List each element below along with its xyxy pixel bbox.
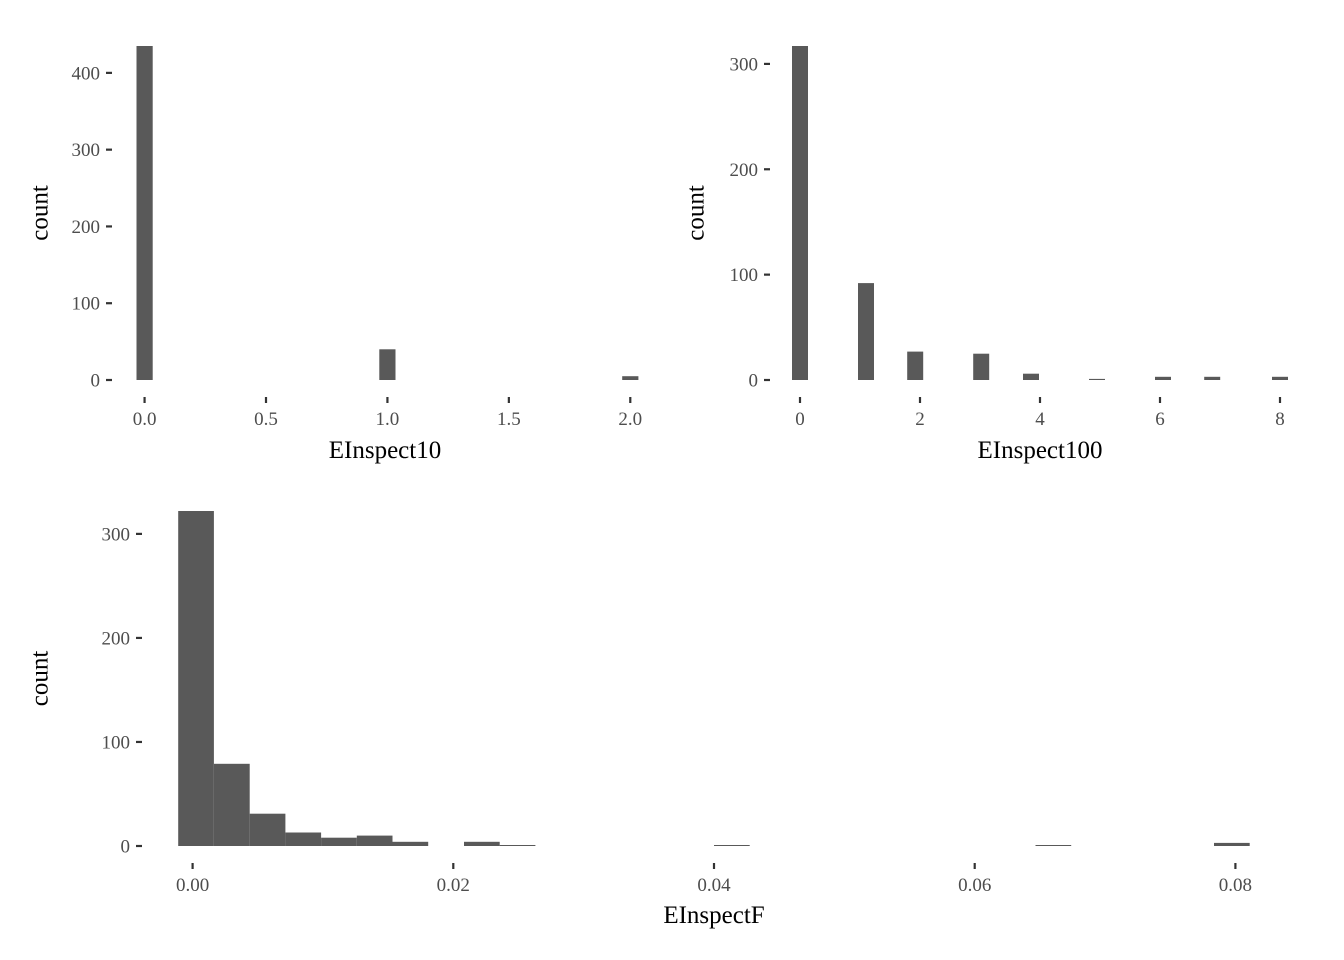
x-axis-title: EInspectF (663, 902, 764, 929)
y-tick-label: 200 (102, 628, 131, 649)
y-tick-label: 100 (730, 265, 759, 286)
y-tick-label: 200 (730, 160, 759, 181)
x-tick-label: 0.00 (176, 875, 209, 896)
histogram-bar (214, 763, 250, 846)
x-axis-title: EInspect100 (978, 437, 1103, 464)
x-tick-label: 1.5 (497, 409, 521, 430)
histogram-bar (356, 835, 393, 846)
histogram-bar (321, 837, 357, 846)
y-axis-title: count (27, 185, 54, 241)
x-tick-label: 0.08 (1219, 875, 1252, 896)
histogram-bar (1272, 376, 1288, 380)
x-tick-label: 0.02 (437, 875, 470, 896)
y-tick-label: 0 (91, 371, 101, 392)
x-tick-label: 6 (1155, 409, 1165, 430)
histogram-bar (392, 841, 429, 846)
y-tick-label: 100 (72, 294, 101, 315)
y-tick-label: 300 (730, 54, 759, 75)
histogram-bar (858, 283, 874, 380)
y-tick-label: 0 (749, 371, 759, 392)
x-tick-label: 2 (915, 409, 925, 430)
y-tick-label: 0 (121, 837, 131, 858)
histogram-bar (1023, 373, 1039, 380)
x-tick-label: 0 (795, 409, 805, 430)
histogram-bar (792, 46, 808, 380)
y-tick-label: 300 (72, 140, 101, 161)
histogram-bar (499, 845, 536, 846)
histogram-bar (1155, 376, 1171, 380)
x-tick-label: 8 (1275, 409, 1285, 430)
histogram-bar (714, 845, 750, 846)
histogram-bar (1089, 378, 1105, 380)
y-axis-title: count (27, 651, 54, 707)
histogram-bar (973, 353, 990, 380)
y-axis-title: count (683, 185, 710, 241)
histogram-bar (622, 376, 639, 380)
y-tick-label: 300 (102, 524, 131, 545)
x-tick-label: 4 (1035, 409, 1045, 430)
histogram-bar (464, 841, 500, 846)
x-tick-label: 0.5 (254, 409, 278, 430)
histogram-bar (907, 351, 924, 380)
einspectf-histogram-panel: 0 100 200 300 0.00 0.02 0.04 0.06 0.08 EInspectF c… (27, 511, 1252, 929)
histogram-bar (136, 46, 153, 380)
histogram-bar (178, 511, 214, 846)
y-tick-label: 100 (102, 732, 131, 753)
y-tick-label: 200 (72, 217, 101, 238)
histogram-bar (249, 813, 286, 846)
x-tick-label: 2.0 (618, 409, 642, 430)
y-tick-label: 400 (72, 63, 101, 84)
histogram-bar (1214, 842, 1250, 846)
histogram-bar (285, 832, 322, 846)
x-tick-label: 0.06 (958, 875, 991, 896)
histogram-bar (1035, 845, 1072, 846)
x-axis-title: EInspect10 (329, 437, 441, 464)
x-tick-label: 0.04 (697, 875, 731, 896)
histogram-bar (379, 349, 396, 380)
histogram-bar (1204, 376, 1221, 380)
einspect10-histogram-panel: 0 100 200 300 400 0.0 0.5 1.0 1.5 2.0 EInspect10 co… (27, 46, 642, 464)
x-tick-label: 0.0 (133, 409, 157, 430)
x-tick-label: 1.0 (376, 409, 400, 430)
einspect100-histogram-panel: 0 100 200 300 0 2 4 6 8 EInspect100 count (683, 46, 1288, 464)
